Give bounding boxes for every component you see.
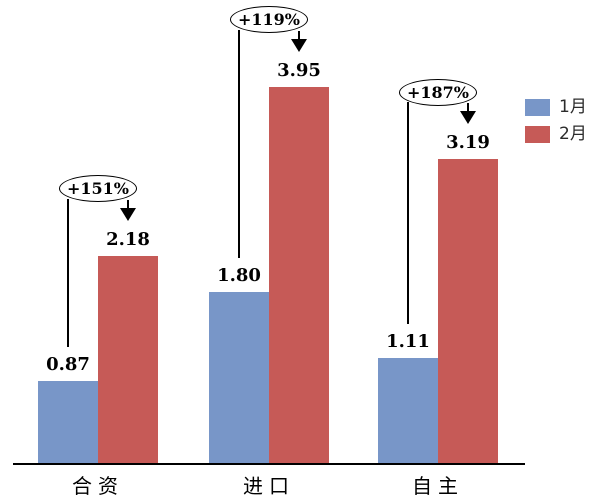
value-label-2月-进口: 3.95 [277, 59, 321, 81]
callout-arrow-head-自主 [460, 111, 476, 125]
category-label-hezi: 合资 [72, 474, 124, 498]
category-label-jinkou: 进口 [243, 474, 295, 498]
callout-arrow-head-进口 [291, 38, 307, 52]
value-label-2月-自主: 3.19 [446, 132, 490, 154]
value-label-1月-自主: 1.11 [386, 330, 430, 352]
callout-arrow-line-自主 [467, 103, 469, 112]
value-label-1月-合资: 0.87 [46, 353, 90, 375]
legend-item-feb: 2月 [525, 126, 587, 143]
legend-item-jan: 1月 [525, 99, 587, 116]
callout-arrow-line-进口 [298, 30, 300, 39]
legend-label-feb: 2月 [559, 124, 587, 144]
category-label-zizhu: 自主 [412, 474, 464, 498]
bar-1月-合资 [38, 380, 98, 464]
callout-line-自主 [407, 102, 409, 324]
value-label-2月-合资: 2.18 [106, 228, 150, 250]
bar-1月-自主 [378, 357, 438, 464]
callout-line-合资 [67, 198, 69, 347]
legend: 1月 2月 [525, 99, 587, 143]
legend-swatch-jan [525, 99, 550, 116]
value-label-1月-进口: 1.80 [217, 265, 261, 287]
growth-callout-进口: +119% [230, 6, 308, 34]
bar-2月-进口 [269, 86, 329, 464]
callout-arrow-line-合资 [127, 199, 129, 208]
bar-2月-合资 [98, 255, 158, 464]
bar-2月-自主 [438, 159, 498, 464]
legend-label-jan: 1月 [559, 97, 587, 117]
bar-1月-进口 [209, 292, 269, 464]
growth-callout-合资: +151% [59, 175, 137, 203]
x-axis-line [13, 463, 525, 465]
callout-line-进口 [238, 29, 240, 259]
callout-arrow-head-合资 [120, 207, 136, 221]
legend-swatch-feb [525, 126, 550, 143]
growth-callout-自主: +187% [399, 78, 477, 106]
